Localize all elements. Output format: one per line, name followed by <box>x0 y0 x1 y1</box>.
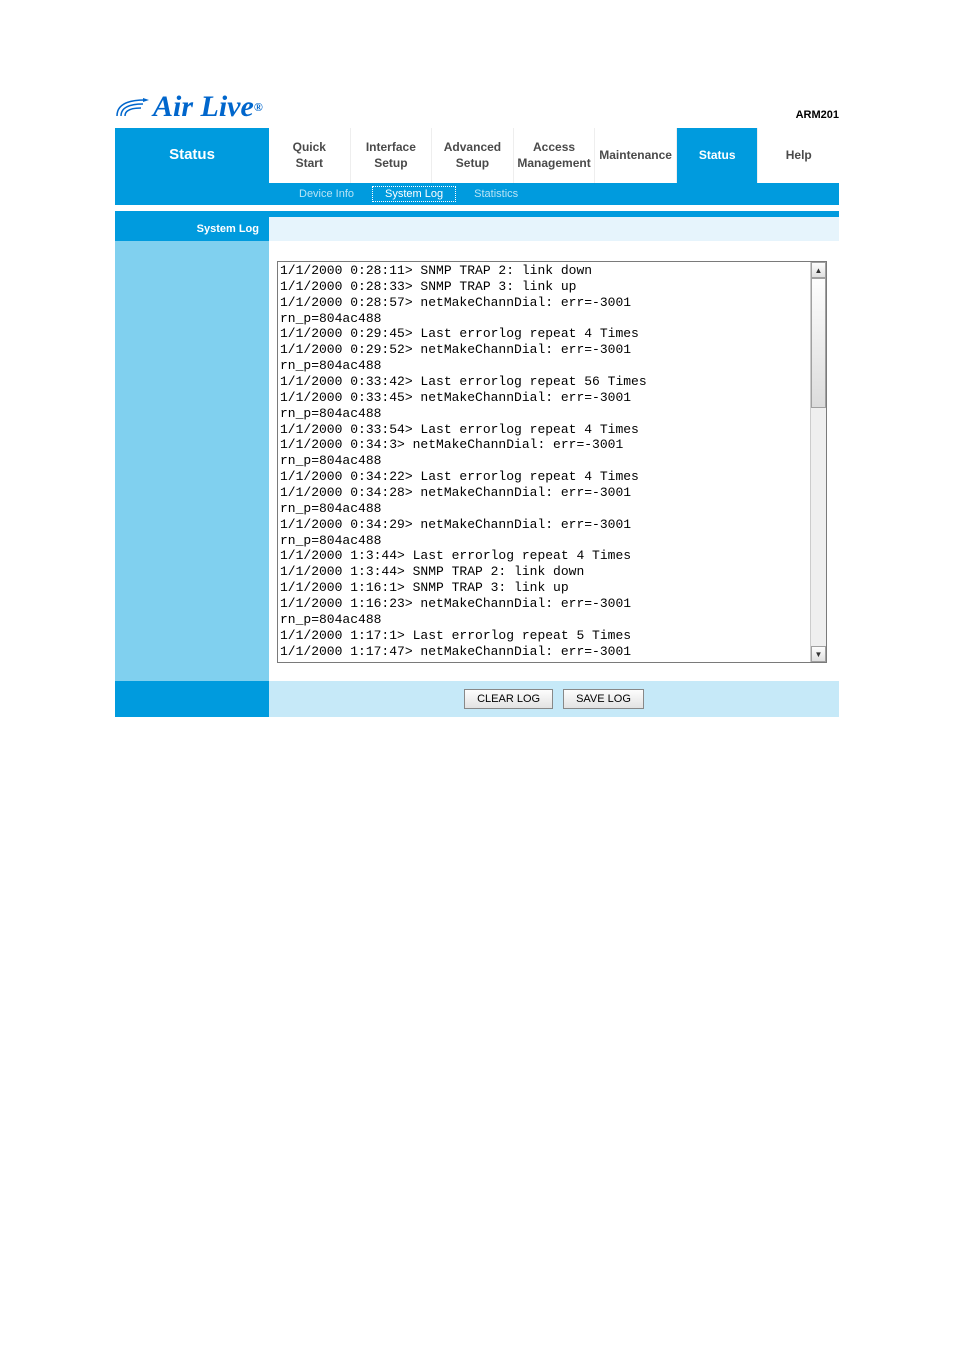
footer-buttons: CLEAR LOG SAVE LOG <box>269 681 839 717</box>
section-label: System Log <box>115 217 269 241</box>
section-content-top <box>269 217 839 241</box>
page-title: Status <box>115 128 269 183</box>
tab-interface-setup[interactable]: InterfaceSetup <box>351 128 433 183</box>
scrollbar[interactable]: ▲ ▼ <box>810 262 826 662</box>
scroll-thumb[interactable] <box>811 278 826 408</box>
save-log-button[interactable]: SAVE LOG <box>563 689 644 709</box>
footer-left-panel <box>115 681 269 717</box>
main-tabs: QuickStartInterfaceSetupAdvancedSetupAcc… <box>269 128 839 183</box>
scroll-down-button[interactable]: ▼ <box>811 646 826 662</box>
tab-maintenance[interactable]: Maintenance <box>595 128 677 183</box>
scroll-up-button[interactable]: ▲ <box>811 262 826 278</box>
brand-registered: ® <box>254 100 263 115</box>
subtab-statistics[interactable]: Statistics <box>456 186 536 202</box>
subnav-spacer <box>115 183 269 205</box>
subtab-device-info[interactable]: Device Info <box>281 186 372 202</box>
wifi-arc-icon <box>115 96 151 118</box>
log-textarea[interactable]: 1/1/2000 0:28:11> SNMP TRAP 2: link down… <box>278 262 810 662</box>
subtab-system-log[interactable]: System Log <box>372 186 456 202</box>
clear-log-button[interactable]: CLEAR LOG <box>464 689 553 709</box>
body-left-panel <box>115 241 269 681</box>
sub-tabs: Device InfoSystem LogStatistics <box>269 183 839 205</box>
brand-logo: Air Live® <box>115 90 263 124</box>
tab-status[interactable]: Status <box>677 128 759 183</box>
brand-name: Air Live <box>153 90 254 124</box>
tab-quick-start[interactable]: QuickStart <box>269 128 351 183</box>
model-label: ARM201 <box>796 109 839 124</box>
tab-advanced-setup[interactable]: AdvancedSetup <box>432 128 514 183</box>
tab-help[interactable]: Help <box>758 128 839 183</box>
log-container: 1/1/2000 0:28:11> SNMP TRAP 2: link down… <box>277 261 827 663</box>
tab-access-management[interactable]: AccessManagement <box>514 128 596 183</box>
scroll-track[interactable] <box>811 278 826 646</box>
